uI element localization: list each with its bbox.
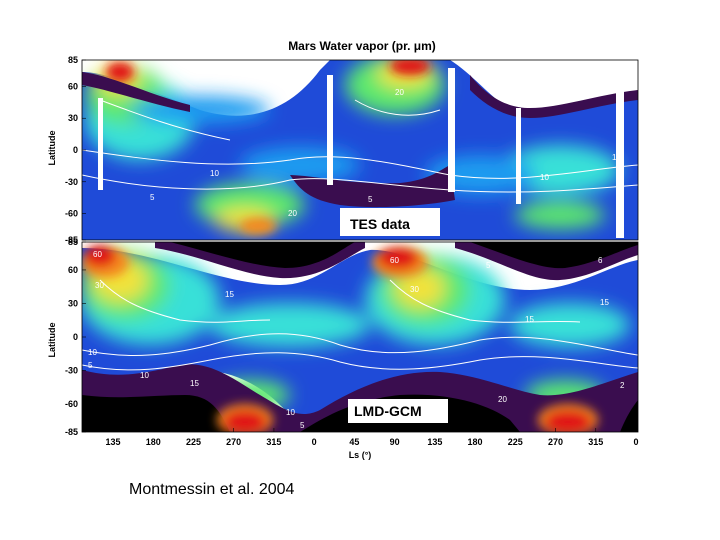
gcm-contour-label: 60 <box>93 250 102 259</box>
tes-contour-label: 20 <box>288 209 297 218</box>
y-tick-label-top: 30 <box>68 113 78 123</box>
gcm-contours <box>82 279 638 371</box>
gcm-contour-label: 30 <box>410 285 419 294</box>
y-tick-label-bottom: -85 <box>65 427 78 437</box>
y-tick-label-bottom: -60 <box>65 399 78 409</box>
gcm-contour-label: 60 <box>390 256 399 265</box>
x-tick-label: 45 <box>349 437 359 447</box>
tes-maxima <box>106 60 430 234</box>
y-axis-label-bottom: Latitude <box>47 323 57 358</box>
y-tick-label-bottom: -30 <box>65 366 78 376</box>
y-tick-label-top: 0 <box>73 145 78 155</box>
gcm-contour-label: 15 <box>190 379 199 388</box>
tes-panel-label: TES data <box>350 216 410 232</box>
x-tick-label: 180 <box>146 437 161 447</box>
heatmap-panel-gcm: 60 30 15 10 5 15 10 60 30 15 5 6 15 10 5… <box>82 242 638 432</box>
credit-text: Montmessin et al. 2004 <box>129 481 295 498</box>
gcm-contour-label: 2 <box>620 381 625 390</box>
tes-contour-label: 10 <box>210 169 219 178</box>
y-tick-label-top: -85 <box>65 235 78 245</box>
gcm-contour-label: 10 <box>88 348 97 357</box>
gcm-contour-label: 15 <box>225 290 234 299</box>
gcm-south-maxima <box>217 404 598 432</box>
gcm-contour-label: 6 <box>598 256 603 265</box>
y-tick-label-top: 85 <box>68 55 78 65</box>
y-ticks-bottom: 85 60 30 0 -30 -60 -85 <box>65 237 86 437</box>
tes-polar-dark-north <box>82 72 190 112</box>
tes-contour-label: 20 <box>395 88 404 97</box>
gcm-black-north-1 <box>170 242 355 268</box>
x-tick-label: 315 <box>266 437 281 447</box>
heatmap-panel-tes: 20 5 10 10 5 20 10 TES data <box>82 60 638 240</box>
chart-title: Mars Water vapor (pr. μm) <box>288 39 436 53</box>
y-axis-label-top: Latitude <box>47 131 57 166</box>
x-tick-label: 180 <box>468 437 483 447</box>
y-tick-label-bottom: 85 <box>68 237 78 247</box>
y-tick-label-bottom: 0 <box>73 332 78 342</box>
x-tick-label: 225 <box>186 437 201 447</box>
gcm-black-north-2 <box>470 242 638 269</box>
gcm-label-box <box>348 399 448 423</box>
y-tick-label-top: -30 <box>65 177 78 187</box>
tes-contours <box>82 99 638 193</box>
tes-contour-label: 5 <box>150 193 155 202</box>
x-tick-label: 270 <box>548 437 563 447</box>
x-tick-label: 135 <box>105 437 120 447</box>
x-axis-label: Ls (°) <box>349 450 372 460</box>
gcm-contour-label: 5 <box>300 421 305 430</box>
tes-polar-dark-north2 <box>470 75 638 118</box>
tes-contour-label: 10 <box>612 153 621 162</box>
x-ticks: 135 180 225 270 315 0 45 90 135 180 225 270 315 0 <box>105 428 638 447</box>
y-tick-label-top: 60 <box>68 81 78 91</box>
y-tick-label-top: -60 <box>65 209 78 219</box>
gcm-contour-label: 15 <box>525 315 534 324</box>
gcm-maxima <box>82 245 428 278</box>
gcm-contour-label: 5 <box>486 261 491 270</box>
x-tick-label: 135 <box>427 437 442 447</box>
tes-label-box <box>340 208 440 236</box>
x-tick-label: 0 <box>633 437 638 447</box>
gcm-contour-label: 10 <box>286 408 295 417</box>
tes-polar-dark-south <box>290 165 455 208</box>
gcm-contour-label: 15 <box>600 298 609 307</box>
gcm-contour-labels: 60 30 15 10 5 15 10 60 30 15 5 6 15 10 5… <box>88 250 625 430</box>
x-tick-label: 90 <box>390 437 400 447</box>
axis-labels: Latitude Latitude Ls (°) <box>47 131 371 461</box>
y-tick-label-bottom: 30 <box>68 298 78 308</box>
x-tick-label: 315 <box>588 437 603 447</box>
gcm-contour-label: 30 <box>95 281 104 290</box>
tes-contour-label: 10 <box>540 173 549 182</box>
x-tick-label: 270 <box>226 437 241 447</box>
gcm-contour-label: 10 <box>140 371 149 380</box>
x-tick-label: 0 <box>312 437 317 447</box>
gcm-contour-label: 20 <box>498 395 507 404</box>
tes-contour-labels: 20 5 10 10 5 20 10 <box>150 88 621 218</box>
gcm-panel-label: LMD-GCM <box>354 403 422 419</box>
y-tick-label-bottom: 60 <box>68 265 78 275</box>
tes-data-gaps <box>98 68 624 238</box>
gcm-contour-label: 5 <box>88 361 93 370</box>
y-ticks-top: 85 60 30 0 -30 -60 -85 <box>65 55 86 245</box>
x-tick-label: 225 <box>508 437 523 447</box>
tes-contour-label: 5 <box>368 195 373 204</box>
